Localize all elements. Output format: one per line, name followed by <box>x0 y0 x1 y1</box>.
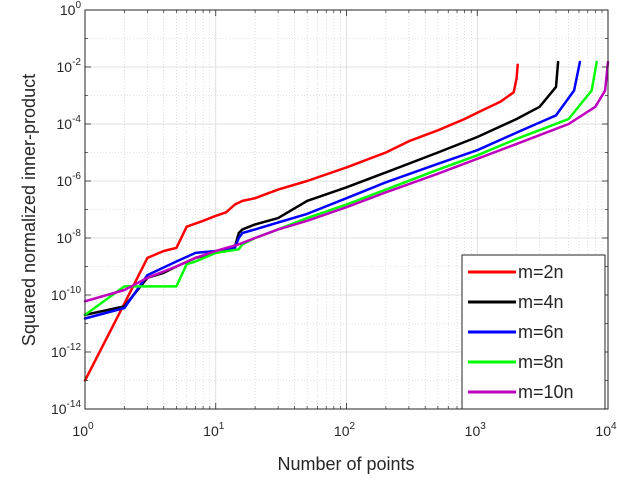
legend-label: m=2n <box>518 262 564 282</box>
x-tick-label: 102 <box>334 421 356 439</box>
series-line-m=2n <box>83 63 519 382</box>
y-tick-label: 10-8 <box>57 228 82 246</box>
y-tick-label: 10-4 <box>57 114 82 132</box>
legend: m=2n m=4n m=6n m=8n m=10n <box>461 254 606 410</box>
x-axis-label: Number of points <box>277 454 414 474</box>
series-layer <box>83 60 610 382</box>
series-line-m=6n <box>83 60 582 320</box>
y-tick-label: 10-2 <box>57 57 82 75</box>
y-tick-label: 10-10 <box>51 285 81 303</box>
x-tick-label: 104 <box>595 421 617 439</box>
x-tick-label: 103 <box>465 421 487 439</box>
x-tick-label: 101 <box>203 421 225 439</box>
y-tick-label: 10-6 <box>57 171 82 189</box>
legend-label: m=4n <box>518 292 564 312</box>
legend-label: m=10n <box>518 382 574 402</box>
y-tick-label: 10-14 <box>51 399 81 417</box>
series-line-m=10n <box>83 60 610 303</box>
tick-labels: 100 101 102 103 104 100 10-2 10-4 10-6 10-8 10-10 1… <box>51 0 617 439</box>
y-tick-label: 10-12 <box>51 342 81 360</box>
x-tick-label: 100 <box>72 421 94 439</box>
legend-label: m=6n <box>518 322 564 342</box>
tick-marks <box>84 9 609 410</box>
y-tick-label: 100 <box>60 0 82 18</box>
y-axis-label: Squared normalized inner-product <box>19 74 39 346</box>
legend-label: m=8n <box>518 352 564 372</box>
